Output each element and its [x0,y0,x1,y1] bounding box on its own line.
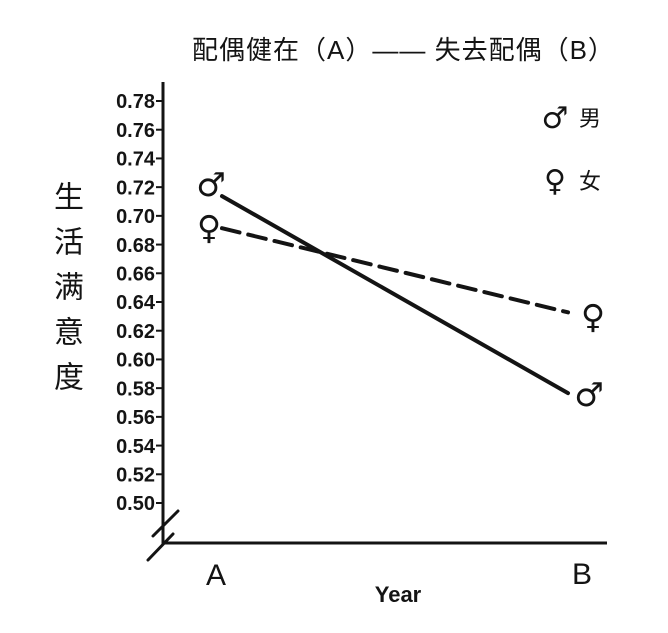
female-marker-icon: ♀ [197,208,221,247]
legend-item-male: ♂ 男 [540,101,601,137]
legend-label-female: 女 [579,169,602,194]
y-tick-label: 0.74 [116,149,156,171]
y-tick-label: 0.54 [116,436,156,458]
x-tick-a: A [205,559,226,592]
male-icon: ♂ [541,101,569,136]
female-icon: ♀ [544,164,566,199]
series-line-male [220,194,570,396]
y-tick-label: 0.52 [116,464,155,486]
axis-break-slash [146,532,175,562]
x-tick-b: B [571,558,592,591]
x-axis-title: Year [374,582,422,607]
male-marker-icon: ♂ [196,165,226,204]
y-tick-label: 0.68 [116,235,155,257]
y-tick-label: 0.70 [116,206,155,228]
y-tick-label: 0.78 [116,91,155,113]
y-tick-label: 0.66 [116,263,155,285]
legend: ♂ 男 ♀ 女 [540,101,601,200]
y-tick-label: 0.50 [116,493,155,515]
chart-title: 配偶健在（A）—— 失去配偶（B） [192,35,615,65]
legend-label-male: 男 [579,106,602,131]
y-tick-label: 0.56 [116,407,155,429]
y-tick-label: 0.72 [116,177,155,199]
y-tick-label: 0.60 [116,350,155,372]
female-marker-icon: ♀ [581,297,605,336]
y-axis-title: 生活满意度 [49,181,82,406]
y-tick-label: 0.64 [116,292,156,314]
axis-break-slash [151,509,180,538]
legend-item-female: ♀ 女 [540,164,601,200]
y-tick-label: 0.62 [116,321,155,343]
y-tick-label: 0.76 [116,120,155,142]
y-tick-label: 0.58 [116,378,155,400]
male-marker-icon: ♂ [574,375,604,414]
series-line-female [220,226,570,315]
